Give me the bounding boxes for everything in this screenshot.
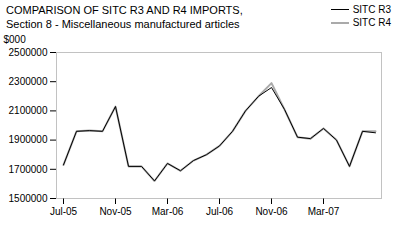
svg-text:Nov-05: Nov-05 bbox=[99, 206, 132, 217]
svg-text:1900000: 1900000 bbox=[9, 134, 48, 145]
svg-text:2300000: 2300000 bbox=[9, 76, 48, 87]
svg-text:Jul-05: Jul-05 bbox=[50, 206, 78, 217]
svg-text:Jul-06: Jul-06 bbox=[206, 206, 234, 217]
html-text:SITC R3: SITC R3 bbox=[352, 4, 391, 15]
svg-text:Mar-07: Mar-07 bbox=[308, 206, 340, 217]
svg-text:$000: $000 bbox=[4, 34, 27, 45]
html-text:SITC R4: SITC R4 bbox=[352, 17, 391, 28]
html-text:Section 8 - Miscellaneous manu: Section 8 - Miscellaneous manufactured a… bbox=[6, 18, 240, 30]
svg-text:Mar-06: Mar-06 bbox=[152, 206, 184, 217]
svg-text:1700000: 1700000 bbox=[9, 164, 48, 175]
svg-text:2500000: 2500000 bbox=[9, 47, 48, 58]
svg-text:Nov-06: Nov-06 bbox=[255, 206, 288, 217]
svg-text:1500000: 1500000 bbox=[9, 193, 48, 204]
svg-text:2100000: 2100000 bbox=[9, 105, 48, 116]
html-text:COMPARISON OF SITC R3 AND R4 I: COMPARISON OF SITC R3 AND R4 IMPORTS, bbox=[6, 4, 243, 16]
